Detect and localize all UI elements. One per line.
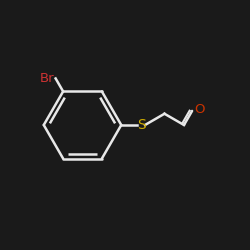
Text: Br: Br <box>40 72 54 85</box>
Text: O: O <box>194 103 204 116</box>
Text: S: S <box>137 118 145 132</box>
